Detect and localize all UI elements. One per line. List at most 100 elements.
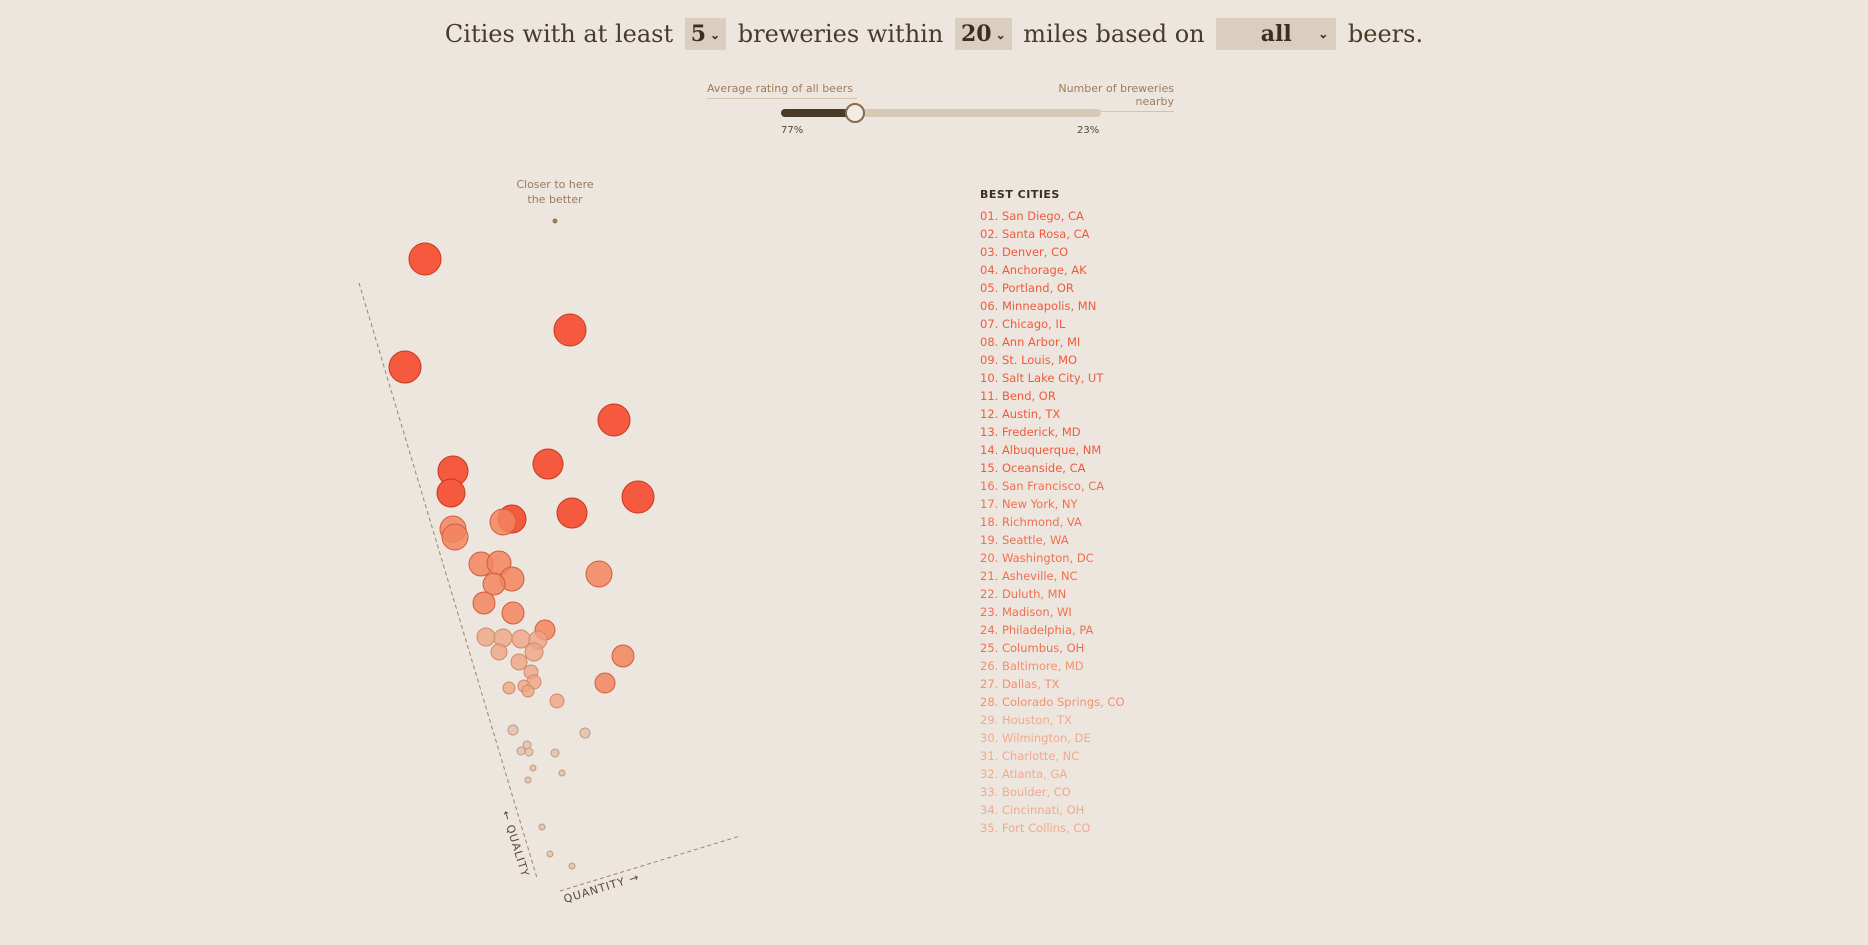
city-list-item[interactable]: 12. Austin, TX [980, 407, 1061, 421]
chevron-down-icon: ⌄ [1318, 27, 1329, 41]
city-point[interactable] [611, 644, 635, 668]
city-point[interactable] [490, 643, 508, 661]
city-point[interactable] [568, 862, 576, 870]
city-list-item[interactable]: 08. Ann Arbor, MI [980, 335, 1081, 349]
city-point[interactable] [507, 724, 519, 736]
best-cities-panel: BEST CITIES 01. San Diego, CA 02. Santa R… [980, 188, 1125, 837]
city-point[interactable] [524, 642, 544, 662]
city-list-item[interactable]: 13. Frederick, MD [980, 425, 1081, 439]
breweries-label: Number of breweries nearby [1019, 82, 1174, 112]
city-point[interactable] [558, 769, 566, 777]
annotation-line-2: the better [527, 193, 583, 206]
city-list-item[interactable]: 10. Salt Lake City, UT [980, 371, 1104, 385]
city-list-item[interactable]: 02. Santa Rosa, CA [980, 227, 1090, 241]
city-point[interactable] [621, 480, 655, 514]
headline: Cities with at least 5 ⌄ breweries within… [0, 18, 1868, 50]
city-scatter-chart: Closer to here the better ← QUALITY QUAN… [358, 178, 741, 906]
quantity-axis-label: QUANTITY → [562, 870, 641, 905]
weight-slider-track[interactable] [781, 103, 1101, 123]
chevron-down-icon: ⌄ [995, 28, 1006, 42]
headline-text-3: miles based on [1023, 20, 1205, 48]
city-point[interactable] [556, 497, 588, 529]
city-list-item[interactable]: 14. Albuquerque, NM [980, 443, 1102, 457]
slider-labels: Average rating of all beers Number of br… [707, 82, 1174, 112]
city-point[interactable] [516, 746, 526, 756]
city-point[interactable] [549, 693, 565, 709]
city-point[interactable] [388, 350, 422, 384]
city-point[interactable] [597, 403, 631, 437]
city-list-item[interactable]: 17. New York, NY [980, 497, 1078, 511]
city-list-item[interactable]: 25. Columbus, OH [980, 641, 1085, 655]
city-point[interactable] [594, 672, 616, 694]
city-list-item[interactable]: 03. Denver, CO [980, 245, 1069, 259]
min-breweries-value: 5 [690, 21, 707, 47]
city-list-item[interactable]: 21. Asheville, NC [980, 569, 1078, 583]
chevron-down-icon: ⌄ [710, 28, 721, 42]
city-list-item[interactable]: 22. Duluth, MN [980, 587, 1067, 601]
city-list-item[interactable]: 15. Oceanside, CA [980, 461, 1086, 475]
city-point[interactable] [441, 523, 469, 551]
beer-filter-select[interactable]: all ⌄ [1216, 18, 1337, 50]
city-point[interactable] [532, 448, 564, 480]
rating-label: Average rating of all beers [707, 82, 857, 99]
quality-axis-label: ← QUALITY [499, 809, 532, 879]
annotation-line-1: Closer to here [516, 178, 594, 191]
city-list-item[interactable]: 26. Baltimore, MD [980, 659, 1084, 673]
best-point-marker [552, 218, 558, 224]
city-point[interactable] [524, 747, 534, 757]
city-list-item[interactable]: 30. Wilmington, DE [980, 731, 1091, 745]
city-list-item[interactable]: 16. San Francisco, CA [980, 479, 1105, 493]
city-list-item[interactable]: 01. San Diego, CA [980, 209, 1084, 223]
city-list-item[interactable]: 07. Chicago, IL [980, 317, 1066, 331]
city-list-item[interactable]: 28. Colorado Springs, CO [980, 695, 1125, 709]
miles-value: 20 [960, 21, 992, 47]
headline-text-2: breweries within [737, 20, 944, 48]
city-list-item[interactable]: 18. Richmond, VA [980, 515, 1082, 529]
city-point[interactable] [476, 627, 496, 647]
city-list-item[interactable]: 35. Fort Collins, CO [980, 821, 1091, 835]
city-point[interactable] [436, 478, 466, 508]
rating-percent: 77% [781, 125, 804, 136]
breweries-percent: 23% [1077, 125, 1100, 136]
city-point[interactable] [472, 591, 496, 615]
city-point[interactable] [579, 727, 591, 739]
city-list-item[interactable]: 34. Cincinnati, OH [980, 803, 1085, 817]
city-point[interactable] [510, 653, 528, 671]
city-list-item[interactable]: 24. Philadelphia, PA [980, 623, 1094, 637]
min-breweries-select[interactable]: 5 ⌄ [684, 18, 727, 50]
city-point[interactable] [524, 776, 532, 784]
city-list-item[interactable]: 19. Seattle, WA [980, 533, 1069, 547]
city-list-item[interactable]: 29. Houston, TX [980, 713, 1072, 727]
miles-select[interactable]: 20 ⌄ [954, 18, 1012, 50]
city-point[interactable] [529, 764, 537, 772]
city-list-item[interactable]: 04. Anchorage, AK [980, 263, 1087, 277]
city-list-item[interactable]: 32. Atlanta, GA [980, 767, 1068, 781]
city-point[interactable] [546, 850, 554, 858]
city-list-item[interactable]: 31. Charlotte, NC [980, 749, 1080, 763]
city-point[interactable] [585, 560, 613, 588]
city-list-item[interactable]: 23. Madison, WI [980, 605, 1072, 619]
city-list-item[interactable]: 06. Minneapolis, MN [980, 299, 1097, 313]
city-point[interactable] [550, 748, 560, 758]
city-point[interactable] [502, 681, 516, 695]
city-point[interactable] [408, 242, 442, 276]
city-point[interactable] [489, 508, 517, 536]
city-list-item[interactable]: 11. Bend, OR [980, 389, 1056, 403]
quality-axis [358, 282, 538, 879]
city-point[interactable] [553, 313, 587, 347]
city-list-item[interactable]: 09. St. Louis, MO [980, 353, 1078, 367]
city-points [388, 242, 655, 870]
best-cities-list: 01. San Diego, CA 02. Santa Rosa, CA 03. D… [980, 207, 1125, 837]
city-list-item[interactable]: 05. Portland, OR [980, 281, 1074, 295]
city-point[interactable] [521, 684, 535, 698]
headline-text-1: Cities with at least [444, 20, 674, 48]
city-list-item[interactable]: 33. Boulder, CO [980, 785, 1071, 799]
headline-text-4: beers. [1347, 20, 1424, 48]
city-list-item[interactable]: 20. Washington, DC [980, 551, 1094, 565]
weight-slider-fill [781, 109, 855, 117]
weight-slider-handle[interactable] [844, 103, 865, 123]
city-point[interactable] [538, 823, 546, 831]
city-list-item[interactable]: 27. Dallas, TX [980, 677, 1060, 691]
city-point[interactable] [501, 601, 525, 625]
city-point[interactable] [482, 572, 506, 596]
